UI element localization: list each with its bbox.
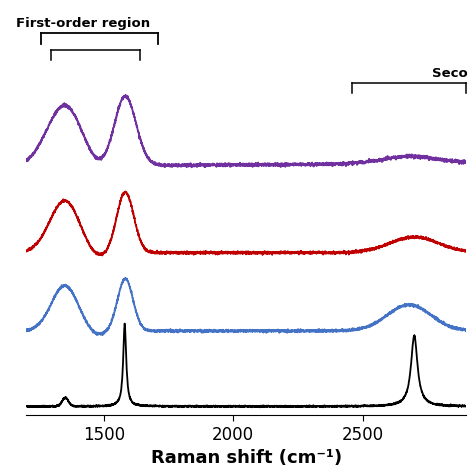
Text: Seco: Seco: [431, 67, 467, 80]
X-axis label: Raman shift (cm⁻¹): Raman shift (cm⁻¹): [151, 449, 342, 467]
Text: First-order region: First-order region: [16, 17, 150, 29]
